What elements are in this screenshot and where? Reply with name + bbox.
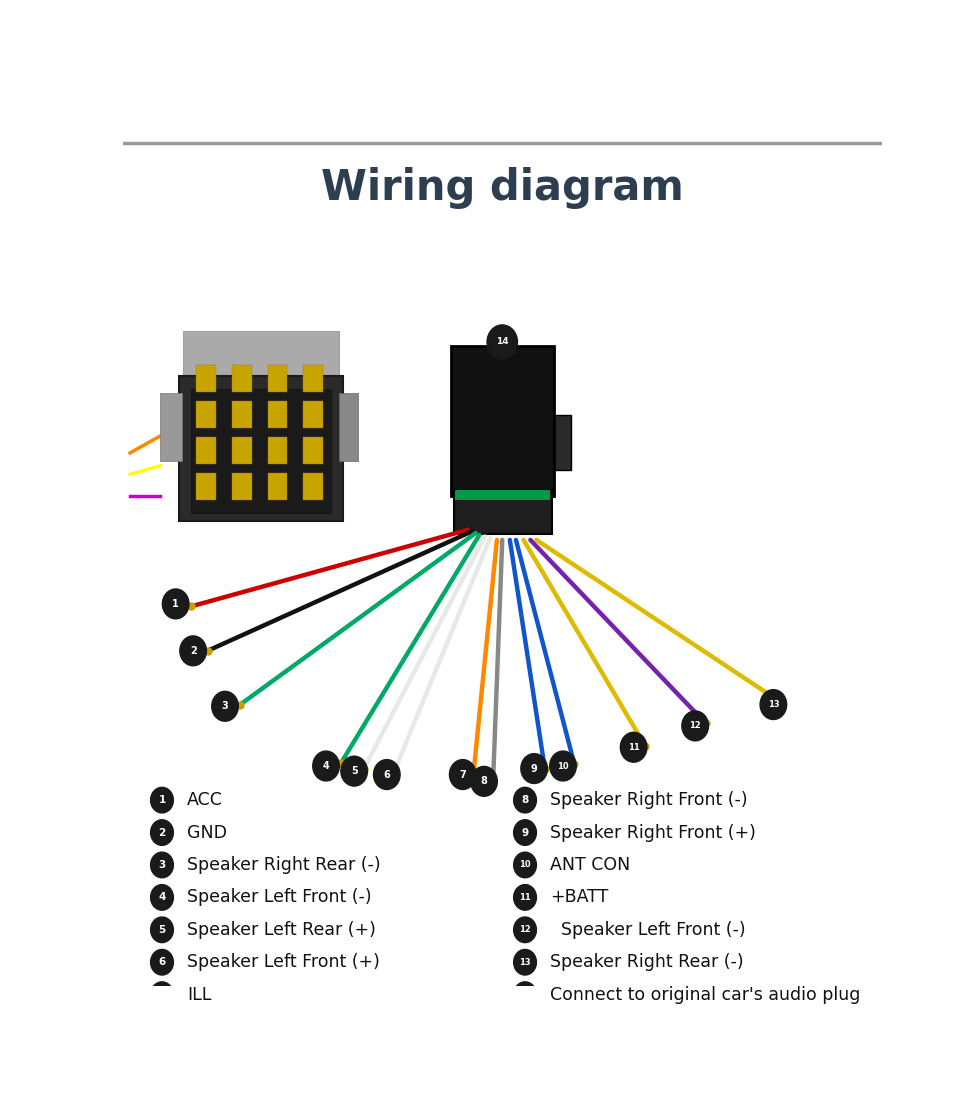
Text: Speaker Left Rear (+): Speaker Left Rear (+) (187, 921, 376, 938)
Text: 8: 8 (480, 777, 487, 787)
Circle shape (620, 732, 647, 762)
Text: 13: 13 (519, 957, 531, 967)
Text: 8: 8 (521, 796, 528, 806)
Circle shape (151, 884, 173, 910)
Text: +BATT: +BATT (550, 889, 609, 906)
FancyBboxPatch shape (455, 490, 550, 500)
Text: ILL: ILL (187, 986, 212, 1004)
FancyBboxPatch shape (268, 401, 287, 428)
Text: Speaker Left Front (-): Speaker Left Front (-) (550, 921, 746, 938)
Text: 1: 1 (172, 599, 179, 609)
Circle shape (450, 760, 476, 790)
Text: 5: 5 (159, 925, 166, 935)
Circle shape (212, 691, 238, 721)
Text: 2: 2 (190, 646, 197, 656)
Circle shape (151, 788, 173, 813)
Text: 13: 13 (767, 700, 779, 709)
Circle shape (180, 636, 207, 666)
Circle shape (151, 917, 173, 943)
Text: Speaker Left Front (-): Speaker Left Front (-) (187, 889, 371, 906)
Text: 3: 3 (159, 860, 166, 870)
Circle shape (373, 760, 400, 790)
FancyBboxPatch shape (268, 437, 287, 464)
Circle shape (514, 950, 536, 975)
Circle shape (151, 982, 173, 1007)
Text: 9: 9 (531, 763, 537, 773)
Text: Speaker Right Rear (-): Speaker Right Rear (-) (187, 856, 380, 874)
Text: 14: 14 (496, 338, 509, 347)
Circle shape (341, 756, 368, 786)
FancyBboxPatch shape (191, 389, 331, 513)
FancyBboxPatch shape (232, 472, 252, 500)
Text: ACC: ACC (187, 791, 222, 809)
Circle shape (151, 852, 173, 878)
FancyBboxPatch shape (232, 401, 252, 428)
FancyBboxPatch shape (183, 331, 339, 380)
Circle shape (760, 689, 787, 719)
FancyBboxPatch shape (196, 401, 216, 428)
FancyBboxPatch shape (232, 437, 252, 464)
Circle shape (151, 820, 173, 845)
Text: 9: 9 (521, 828, 528, 838)
FancyBboxPatch shape (268, 365, 287, 392)
Circle shape (514, 852, 536, 878)
Text: 12: 12 (689, 721, 701, 730)
Text: 10: 10 (519, 861, 531, 870)
FancyBboxPatch shape (232, 365, 252, 392)
Text: Speaker Left Front (+): Speaker Left Front (+) (187, 953, 380, 972)
Text: 4: 4 (322, 761, 329, 771)
Circle shape (682, 711, 709, 741)
FancyBboxPatch shape (554, 414, 570, 470)
Text: 6: 6 (383, 770, 390, 780)
FancyBboxPatch shape (196, 472, 216, 500)
Text: 6: 6 (159, 957, 166, 967)
Text: Speaker Right Front (-): Speaker Right Front (-) (550, 791, 748, 809)
Text: Speaker Right Rear (-): Speaker Right Rear (-) (550, 953, 744, 972)
Circle shape (514, 788, 536, 813)
FancyBboxPatch shape (454, 490, 552, 534)
Text: Wiring diagram: Wiring diagram (320, 167, 684, 209)
Circle shape (520, 753, 548, 783)
Circle shape (514, 917, 536, 943)
FancyBboxPatch shape (196, 437, 216, 464)
FancyBboxPatch shape (268, 472, 287, 500)
Circle shape (514, 884, 536, 910)
Text: 11: 11 (628, 742, 640, 751)
Text: 7: 7 (159, 989, 166, 999)
FancyBboxPatch shape (179, 376, 343, 521)
Text: 5: 5 (351, 766, 358, 776)
Text: GND: GND (187, 823, 227, 842)
Text: 14: 14 (519, 991, 531, 999)
FancyBboxPatch shape (303, 365, 323, 392)
FancyBboxPatch shape (161, 393, 181, 461)
Circle shape (163, 589, 189, 619)
Text: ANT CON: ANT CON (550, 856, 630, 874)
Text: 7: 7 (460, 770, 466, 780)
FancyBboxPatch shape (452, 346, 554, 495)
Circle shape (470, 767, 497, 797)
Text: 11: 11 (519, 893, 531, 902)
FancyBboxPatch shape (339, 393, 358, 461)
Text: 4: 4 (159, 892, 166, 902)
Text: 12: 12 (519, 925, 531, 934)
Circle shape (313, 751, 339, 781)
FancyBboxPatch shape (196, 365, 216, 392)
FancyBboxPatch shape (303, 437, 323, 464)
Circle shape (151, 950, 173, 975)
FancyBboxPatch shape (303, 472, 323, 500)
Text: 1: 1 (159, 796, 166, 806)
FancyBboxPatch shape (303, 401, 323, 428)
Text: Connect to original car's audio plug: Connect to original car's audio plug (550, 986, 860, 1004)
Text: 10: 10 (558, 761, 568, 770)
Circle shape (514, 820, 536, 845)
Circle shape (550, 751, 576, 781)
Circle shape (514, 982, 536, 1007)
Text: 2: 2 (159, 828, 166, 838)
Text: 3: 3 (221, 701, 228, 711)
Text: Speaker Right Front (+): Speaker Right Front (+) (550, 823, 756, 842)
Circle shape (487, 325, 517, 359)
